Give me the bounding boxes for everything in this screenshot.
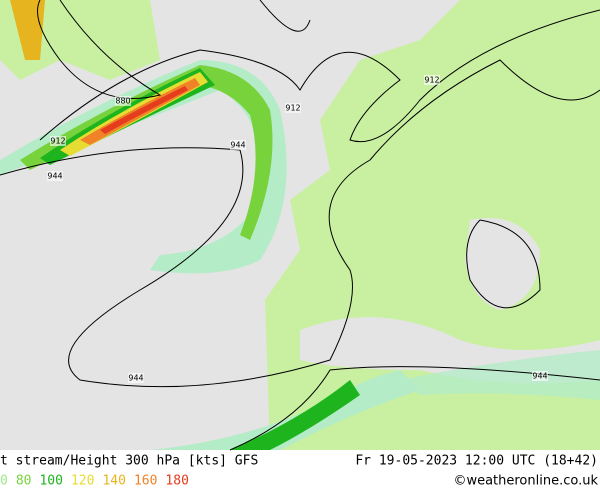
legend-label: 140 — [102, 474, 125, 489]
label-bg — [532, 371, 548, 381]
contour-label: 880 — [115, 97, 130, 106]
legend-label: 100 — [39, 474, 62, 489]
legend-label: 0 — [0, 474, 8, 489]
label-bg — [424, 75, 440, 85]
label-bg — [128, 373, 144, 383]
black-sea — [465, 218, 540, 310]
legend-label: 160 — [134, 474, 157, 489]
contour-label: 912 — [285, 104, 300, 113]
label-bg — [115, 96, 131, 106]
contour-label: 912 — [50, 137, 65, 146]
legend-label: 180 — [165, 474, 188, 489]
footer-credit: ©weatheronline.co.uk — [453, 474, 598, 489]
label-bg — [47, 171, 63, 181]
jet-band — [10, 0, 45, 60]
contour-label: 944 — [230, 141, 245, 150]
footer-datetime: Fr 19-05-2023 12:00 UTC (18+42) — [355, 454, 598, 469]
contour-label: 944 — [128, 374, 143, 383]
label-bg — [230, 140, 246, 150]
footer-title: t stream/Height 300 hPa [kts] GFS — [0, 454, 258, 469]
label-bg — [285, 103, 301, 113]
jet-band — [100, 86, 188, 134]
label-bg — [50, 136, 66, 146]
contour-label: 944 — [532, 372, 547, 381]
jet-band — [400, 350, 600, 400]
contour-label: 944 — [47, 172, 62, 181]
legend-label: 120 — [71, 474, 94, 489]
legend-label: 80 — [16, 474, 32, 489]
jet-band — [230, 380, 360, 450]
contour-label: 912 — [424, 76, 439, 85]
